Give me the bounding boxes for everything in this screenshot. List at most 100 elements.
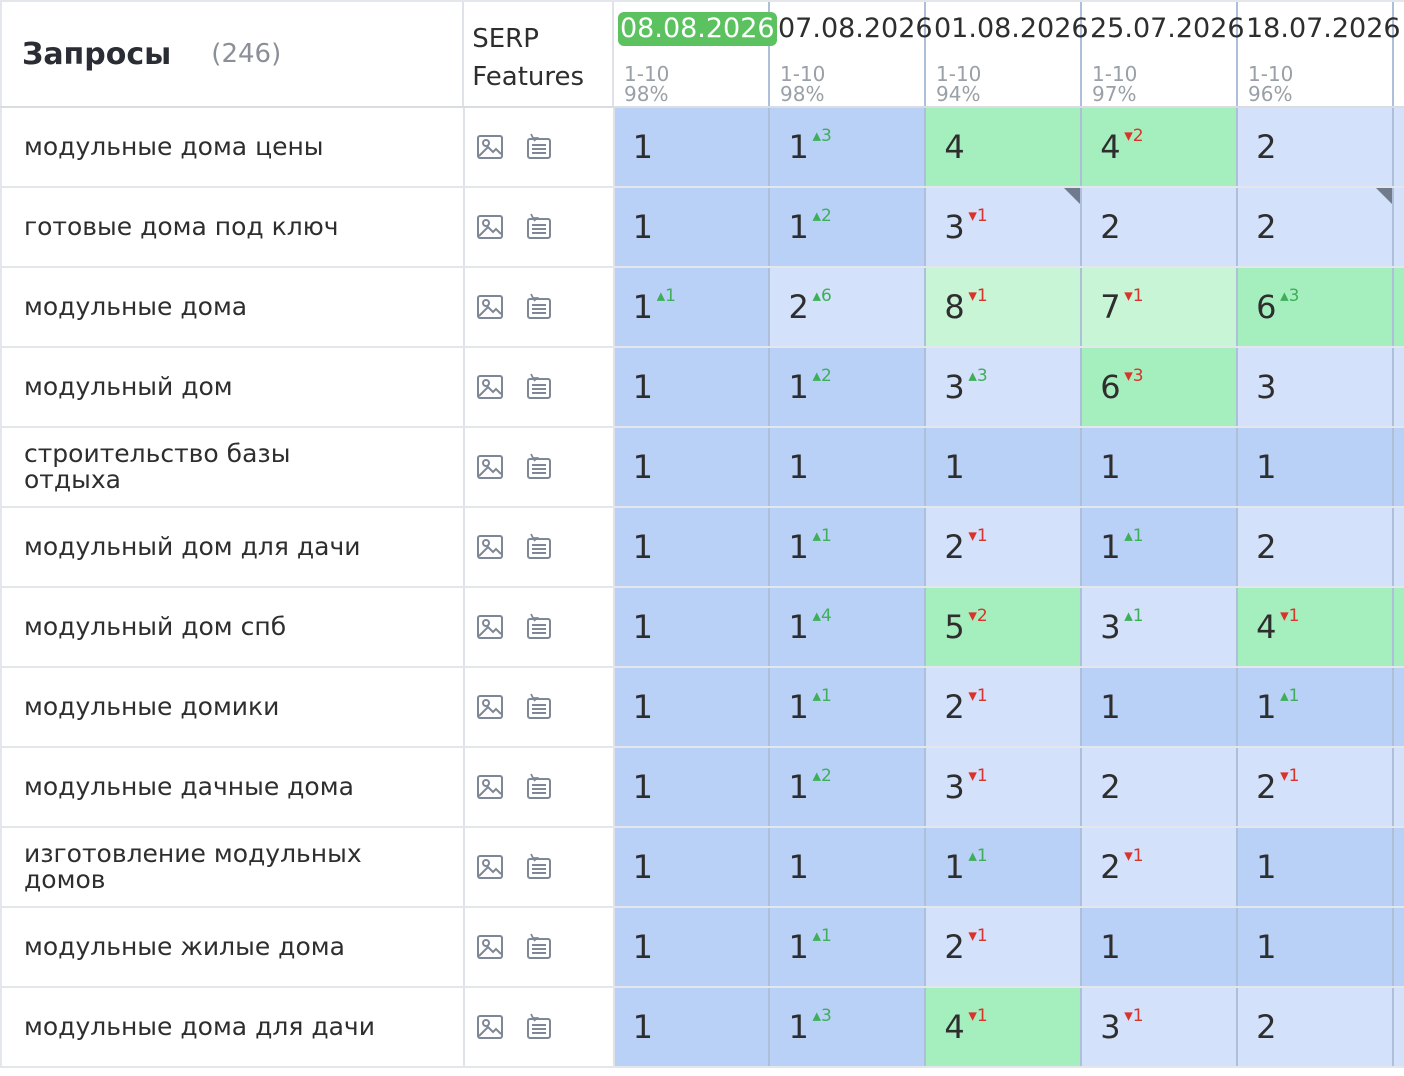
position-cell[interactable]: 1 ▴1 [770, 908, 927, 986]
position-cell[interactable]: 7 ▾1 [1082, 268, 1239, 346]
position-cell[interactable]: 2 ▾1 [926, 508, 1083, 586]
image-icon[interactable] [475, 212, 505, 242]
list-icon[interactable] [523, 372, 553, 402]
position-cell[interactable]: 1 ▴3 [770, 988, 927, 1066]
position-cell[interactable]: 1 ▴4 [770, 588, 927, 666]
position-cell[interactable]: 2 [1238, 188, 1395, 266]
position-cell[interactable]: 8 ▾1 [926, 268, 1083, 346]
list-icon[interactable] [523, 612, 553, 642]
image-icon[interactable] [475, 692, 505, 722]
position-cell[interactable]: 1 [1082, 908, 1239, 986]
position-cell[interactable]: 1 [614, 188, 771, 266]
query-cell[interactable]: модульные дома цены [0, 108, 465, 186]
query-cell[interactable]: модульные жилые дома [0, 908, 465, 986]
position-cell[interactable]: 1 ▴3 [770, 108, 927, 186]
position-cell[interactable]: 2 [1082, 188, 1239, 266]
position-cell[interactable]: 1 [614, 508, 771, 586]
position-cell[interactable]: 1 [614, 908, 771, 986]
query-cell[interactable]: модульный дом [0, 348, 465, 426]
query-cell[interactable]: готовые дома под ключ [0, 188, 465, 266]
list-icon[interactable] [523, 532, 553, 562]
position-cell[interactable]: 1 ▴2 [770, 348, 927, 426]
position-cell[interactable]: 4 ▾2 [1082, 108, 1239, 186]
list-icon[interactable] [523, 1012, 553, 1042]
position-cell[interactable]: 1 ▴1 [1082, 508, 1239, 586]
position-cell[interactable]: 1 [614, 428, 771, 506]
position-cell[interactable]: 1 [614, 748, 771, 826]
image-icon[interactable] [475, 372, 505, 402]
queries-header[interactable]: Запросы (246) [0, 2, 465, 106]
position-cell[interactable]: 1 [614, 668, 771, 746]
image-icon[interactable] [475, 292, 505, 322]
position-cell[interactable]: 2 [1238, 108, 1395, 186]
position-cell[interactable]: 4 ▾1 [1238, 588, 1395, 666]
position-cell[interactable]: 1 ▴2 [770, 188, 927, 266]
position-cell[interactable]: 4 ▾1 [926, 988, 1083, 1066]
query-cell[interactable]: модульные дома [0, 268, 465, 346]
image-icon[interactable] [475, 852, 505, 882]
list-icon[interactable] [523, 452, 553, 482]
note-corner-icon[interactable] [1376, 188, 1393, 204]
query-cell[interactable]: модульный дом спб [0, 588, 465, 666]
position-cell[interactable]: 3 ▾1 [926, 748, 1083, 826]
position-cell[interactable]: 1 [1082, 428, 1239, 506]
position-cell[interactable]: 1 ▴1 [926, 828, 1083, 906]
date-column-header[interactable]: 25.07.2026 1-10 97% [1082, 2, 1245, 106]
position-cell[interactable]: 1 [614, 348, 771, 426]
date-column-header[interactable]: 01.08.2026 1-10 94% [926, 2, 1089, 106]
image-icon[interactable] [475, 932, 505, 962]
query-cell[interactable]: строительство базы отдыха [0, 428, 465, 506]
query-cell[interactable]: изготовление модульных домов [0, 828, 465, 906]
date-column-header[interactable]: 08.08.2026 1-10 98% [614, 2, 777, 106]
date-column-header[interactable]: 18.07.2026 1-10 96% [1238, 2, 1401, 106]
position-cell[interactable]: 1 [1082, 668, 1239, 746]
list-icon[interactable] [523, 852, 553, 882]
list-icon[interactable] [523, 212, 553, 242]
position-cell[interactable]: 4 [926, 108, 1083, 186]
position-cell[interactable]: 2 ▴6 [770, 268, 927, 346]
position-cell[interactable]: 1 [614, 828, 771, 906]
position-cell[interactable]: 1 [1238, 828, 1395, 906]
position-cell[interactable]: 1 [770, 428, 927, 506]
position-cell[interactable]: 2 ▾1 [926, 668, 1083, 746]
position-cell[interactable]: 5 ▾2 [926, 588, 1083, 666]
position-cell[interactable]: 6 ▴3 [1238, 268, 1395, 346]
position-cell[interactable]: 1 ▴1 [770, 508, 927, 586]
position-cell[interactable]: 1 [1238, 908, 1395, 986]
position-cell[interactable]: 1 [614, 988, 771, 1066]
note-corner-icon[interactable] [1064, 188, 1081, 204]
list-icon[interactable] [523, 292, 553, 322]
image-icon[interactable] [475, 452, 505, 482]
position-cell[interactable]: 1 ▴1 [1238, 668, 1395, 746]
query-cell[interactable]: модульные дачные дома [0, 748, 465, 826]
position-cell[interactable]: 3 ▴1 [1082, 588, 1239, 666]
position-cell[interactable]: 1 [770, 828, 927, 906]
image-icon[interactable] [475, 1012, 505, 1042]
list-icon[interactable] [523, 932, 553, 962]
position-cell[interactable]: 3 ▾1 [926, 188, 1083, 266]
list-icon[interactable] [523, 692, 553, 722]
query-cell[interactable]: модульные домики [0, 668, 465, 746]
position-cell[interactable]: 6 ▾3 [1082, 348, 1239, 426]
position-cell[interactable]: 3 ▴3 [926, 348, 1083, 426]
image-icon[interactable] [475, 532, 505, 562]
position-cell[interactable]: 2 [1238, 988, 1395, 1066]
image-icon[interactable] [475, 132, 505, 162]
position-cell[interactable]: 2 ▾1 [1082, 828, 1239, 906]
position-cell[interactable]: 2 [1238, 508, 1395, 586]
position-cell[interactable]: 1 ▴1 [770, 668, 927, 746]
date-column-header[interactable]: 07.08.2026 1-10 98% [770, 2, 933, 106]
image-icon[interactable] [475, 612, 505, 642]
position-cell[interactable]: 3 [1238, 348, 1395, 426]
query-cell[interactable]: модульные дома для дачи [0, 988, 465, 1066]
image-icon[interactable] [475, 772, 505, 802]
position-cell[interactable]: 1 ▴1 [614, 268, 771, 346]
position-cell[interactable]: 1 [926, 428, 1083, 506]
position-cell[interactable]: 1 [614, 108, 771, 186]
position-cell[interactable]: 1 ▴2 [770, 748, 927, 826]
position-cell[interactable]: 1 [1238, 428, 1395, 506]
position-cell[interactable]: 1 [614, 588, 771, 666]
position-cell[interactable]: 2 ▾1 [1238, 748, 1395, 826]
position-cell[interactable]: 2 [1082, 748, 1239, 826]
position-cell[interactable]: 3 ▾1 [1082, 988, 1239, 1066]
